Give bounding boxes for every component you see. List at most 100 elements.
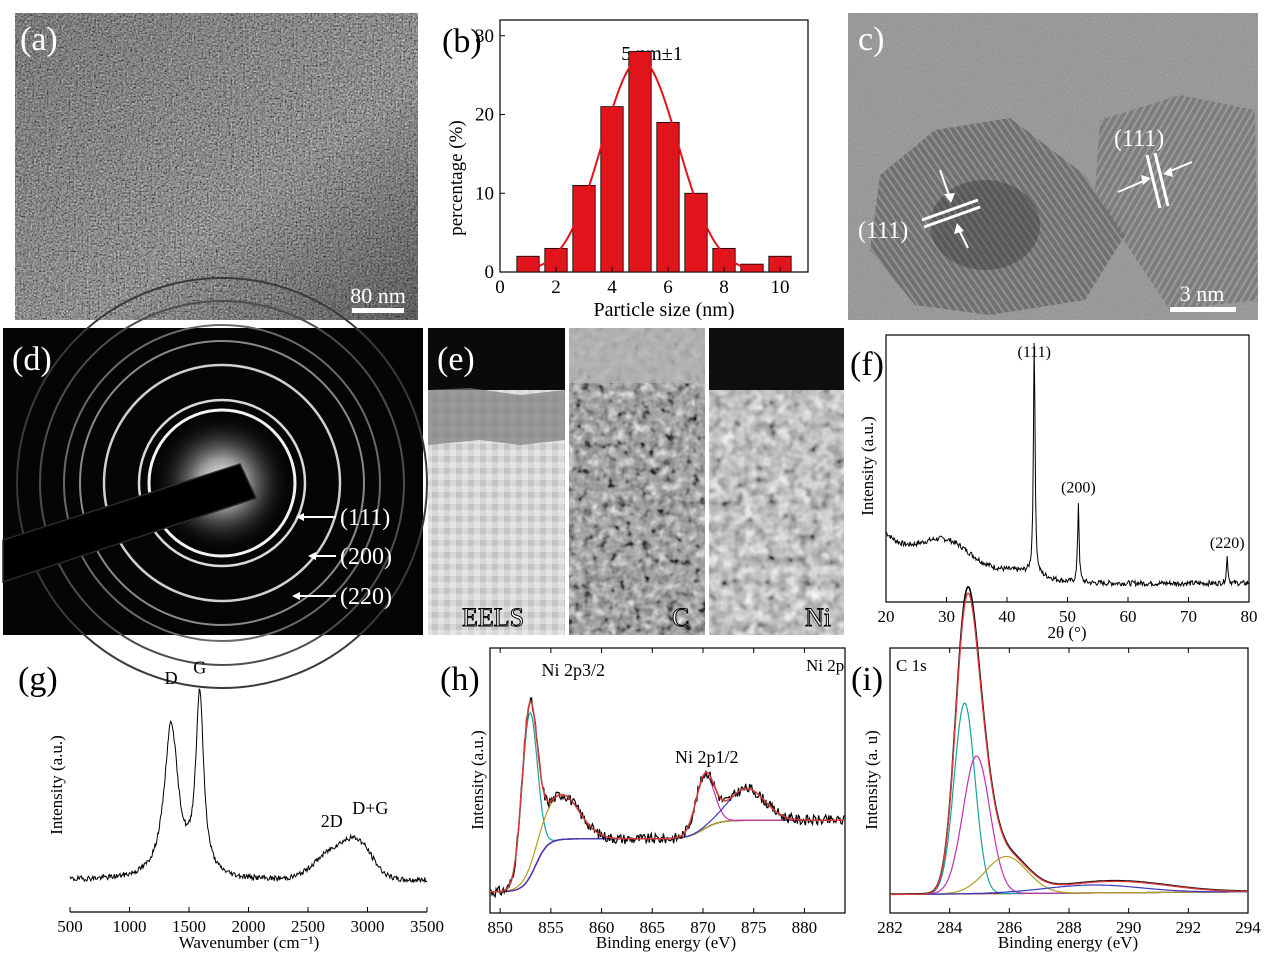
x-tick-label: 8 xyxy=(719,277,729,298)
histogram-bar xyxy=(656,121,680,273)
xps-component-line xyxy=(490,774,844,893)
x-tick-label: 294 xyxy=(1235,918,1261,937)
arrowhead xyxy=(292,592,300,600)
xrd-pattern-line xyxy=(885,342,1249,588)
panel-f-xrd: (f) Intensity (a.u.) 2θ (°) 20 30 40 50 60 70… xyxy=(850,334,1258,642)
panel-f-ylabel: Intensity (a.u.) xyxy=(858,416,877,516)
panel-a-shading xyxy=(15,13,418,320)
panel-g-letter: (g) xyxy=(18,661,58,698)
plot-frame xyxy=(489,647,846,914)
ni-map-vacuum xyxy=(709,328,844,390)
raman-band-label: 2D xyxy=(321,811,343,831)
panel-a-letter: (a) xyxy=(20,21,58,58)
panel-c-plane-label-right: (111) xyxy=(1114,126,1164,152)
diffraction-ring xyxy=(137,398,307,568)
x-tick-label: 40 xyxy=(999,607,1016,626)
marker-arrow xyxy=(1167,161,1193,173)
panel-b-histogram: (b) 5 nm±1 percentage (%) Particle size … xyxy=(442,19,809,321)
x-tick-label: 875 xyxy=(741,918,767,937)
panel-i-xlabel: Binding energy (eV) xyxy=(998,933,1138,952)
y-tick-label: 30 xyxy=(475,26,494,47)
x-tick-label: 50 xyxy=(1059,607,1076,626)
xps-component-line xyxy=(890,702,1248,895)
panel-c-scale-label: 3 nm xyxy=(1180,281,1225,306)
x-tick-label: 880 xyxy=(792,918,818,937)
x-tick-label: 80 xyxy=(1241,607,1258,626)
x-tick-label: 288 xyxy=(1056,918,1082,937)
panel-i-title: C 1s xyxy=(896,656,927,675)
panel-f-letter: (f) xyxy=(850,346,884,383)
panel-h-xps-ni2p: (h) Ni 2p Intensity (a.u.) Binding energ… xyxy=(440,647,846,952)
xps-component-line xyxy=(490,712,844,893)
x-tick-label: 3000 xyxy=(351,917,385,936)
x-tick-label: 500 xyxy=(57,917,83,936)
panel-c-letter: c) xyxy=(858,21,884,58)
x-tick-label: 292 xyxy=(1176,918,1202,937)
marker-line xyxy=(923,205,981,229)
panel-i-xps-c1s: (i) C 1s Intensity (a. u) Binding energy… xyxy=(851,586,1261,952)
panel-c-plane-marker-right: (111) xyxy=(1114,126,1193,209)
x-tick-label: 870 xyxy=(690,918,716,937)
panel-d-ring-label-200: (200) xyxy=(340,544,392,570)
plot-frame xyxy=(499,19,809,273)
xps-component-line xyxy=(890,755,1248,895)
panel-b-ylabel: percentage (%) xyxy=(446,120,467,236)
panel-d-ring-label-111: (111) xyxy=(340,505,390,531)
raman-spectrum-line xyxy=(69,688,428,884)
xps-envelope-line xyxy=(890,592,1248,896)
xps-peak-label: Ni 2p1/2 xyxy=(675,747,739,767)
arrowhead xyxy=(1141,175,1151,185)
x-tick-label: 865 xyxy=(640,918,666,937)
diffraction-ring xyxy=(39,300,405,666)
eels-map-vacuum xyxy=(428,328,565,390)
diffraction-ring xyxy=(63,324,381,642)
panel-c-dark-core xyxy=(930,180,1040,270)
arrowhead xyxy=(308,552,316,560)
panel-g-xlabel: Wavenumber (cm⁻¹) xyxy=(179,933,320,952)
plot-frame xyxy=(889,647,1249,914)
panel-d-beam-stop xyxy=(3,464,256,582)
plot-frame xyxy=(885,334,1250,603)
panel-b-xlabel: Particle size (nm) xyxy=(593,299,734,321)
panel-i-letter: (i) xyxy=(851,661,883,698)
xrd-peak-label: (200) xyxy=(1061,480,1096,497)
xps-peak-label: Ni 2p3/2 xyxy=(542,660,606,680)
panel-a-scale-label: 80 nm xyxy=(350,283,406,308)
diffraction-ring xyxy=(16,277,428,689)
xps-background-line xyxy=(490,819,844,893)
panel-i-ylabel: Intensity (a. u) xyxy=(862,730,881,830)
y-tick-label: 20 xyxy=(475,105,494,126)
panel-g-ylabel: Intensity (a.u.) xyxy=(47,735,66,835)
x-tick-label: 4 xyxy=(607,277,617,298)
x-tick-label: 60 xyxy=(1120,607,1137,626)
panel-a-micrograph: (a) 80 nm xyxy=(15,13,418,320)
x-tick-label: 284 xyxy=(937,918,963,937)
panel-a-scale-bar xyxy=(352,308,404,313)
x-tick-label: 282 xyxy=(877,918,903,937)
x-tick-label: 2000 xyxy=(232,917,266,936)
xps-raw-data-line xyxy=(489,697,845,899)
panel-e-letter: (e) xyxy=(437,341,475,378)
raman-band-label: G xyxy=(193,658,206,678)
panel-c-plane-label-left: (111) xyxy=(858,218,908,244)
panel-c-plane-marker-left: (111) xyxy=(858,169,981,249)
eels-map-label: EELS xyxy=(462,603,524,632)
panel-h-title: Ni 2p xyxy=(806,656,844,675)
x-tick-label: 30 xyxy=(938,607,955,626)
panel-c-crystal-right xyxy=(1095,95,1258,310)
panel-c-crystal-left xyxy=(870,118,1125,315)
panel-g-raman: (g) Intensity (a.u.) Wavenumber (cm⁻¹) 5… xyxy=(18,658,444,953)
histogram-bar xyxy=(684,192,708,273)
histogram-bar xyxy=(600,106,624,273)
y-tick-label: 10 xyxy=(475,183,494,204)
x-tick-label: 850 xyxy=(487,918,513,937)
panel-h-letter: (h) xyxy=(440,661,480,698)
x-tick-label: 290 xyxy=(1116,918,1142,937)
panel-d-letter: (d) xyxy=(12,341,52,378)
beam-stop-outline xyxy=(2,463,258,584)
x-tick-label: 855 xyxy=(538,918,564,937)
y-tick-label: 0 xyxy=(485,262,495,283)
panel-c-scale-bar xyxy=(1170,307,1236,312)
x-tick-label: 6 xyxy=(663,277,673,298)
